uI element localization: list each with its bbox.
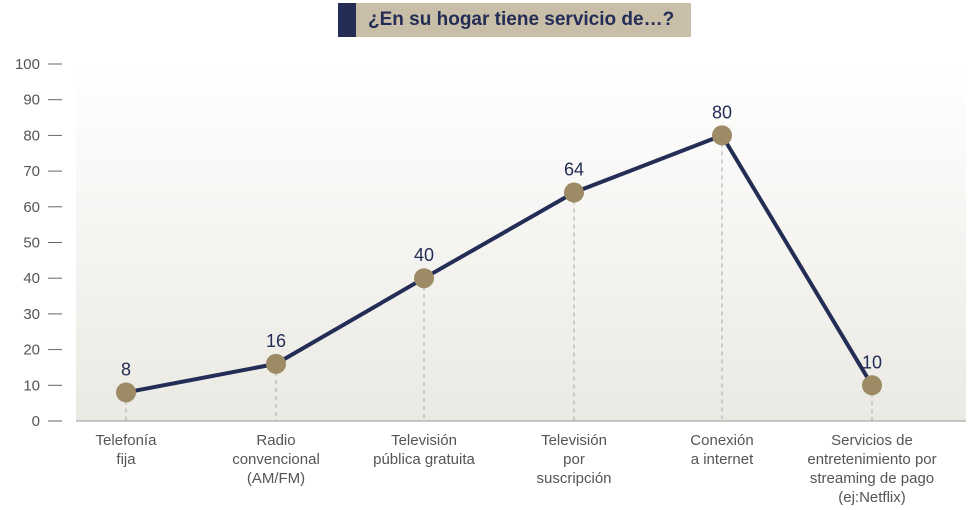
plot-background	[76, 64, 966, 421]
x-category-label: Televisión por suscripción	[536, 432, 612, 487]
data-point	[564, 182, 584, 203]
y-tick-label: 20	[23, 342, 40, 359]
markers-group	[116, 125, 882, 403]
data-label: 8	[121, 359, 131, 379]
data-label: 16	[266, 331, 286, 351]
y-tick-label: 10	[23, 377, 40, 394]
x-category-label: Servicios de entretenimiento por streami…	[807, 432, 937, 506]
series-line-group	[125, 133, 874, 395]
series-line	[125, 133, 874, 395]
x-category-label: Telefonía fija	[95, 432, 157, 468]
chart-title: ¿En su hogar tiene servicio de…?	[368, 9, 675, 30]
y-tick-label: 40	[23, 270, 40, 287]
data-labels-group: 8 16 40 64 80 10	[121, 102, 882, 379]
y-tick-label: 50	[23, 235, 40, 252]
data-point	[116, 382, 136, 403]
x-category-label: Televisión pública gratuita	[373, 432, 475, 468]
y-tick-label: 90	[23, 92, 40, 109]
title-accent-bar	[338, 3, 356, 37]
data-point	[266, 353, 286, 374]
data-label: 40	[414, 245, 434, 265]
y-tick-label: 70	[23, 163, 40, 180]
y-tick-label: 60	[23, 199, 40, 216]
y-tick-label: 30	[23, 306, 40, 323]
y-tick-label: 100	[15, 56, 40, 73]
data-point	[862, 375, 882, 396]
y-tick-label: 80	[23, 127, 40, 144]
data-point	[414, 268, 434, 289]
data-point	[712, 125, 732, 146]
x-category-label: Radio convencional (AM/FM)	[232, 432, 320, 487]
data-label: 10	[862, 352, 882, 372]
y-axis: 0 10 20 30 40 50 60 70 80 90 100	[15, 56, 62, 430]
data-label: 64	[564, 160, 584, 180]
y-tick-label: 0	[32, 413, 40, 430]
chart-title-box: ¿En su hogar tiene servicio de…?	[338, 3, 691, 37]
x-category-label: Conexión a internet	[690, 432, 754, 468]
data-label: 80	[712, 102, 732, 122]
